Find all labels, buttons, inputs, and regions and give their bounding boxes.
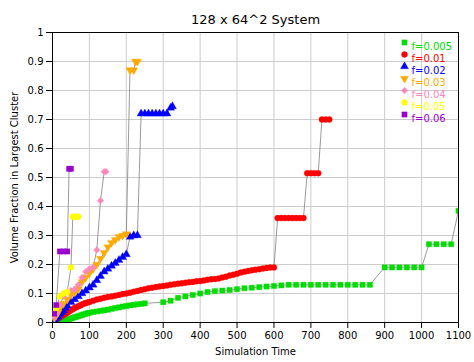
- svg-text:0.5: 0.5: [28, 172, 44, 183]
- svg-text:800: 800: [338, 330, 357, 341]
- svg-text:1: 1: [37, 27, 43, 38]
- svg-text:0.8: 0.8: [28, 85, 44, 96]
- svg-text:500: 500: [227, 330, 246, 341]
- svg-text:1100: 1100: [446, 330, 471, 341]
- svg-text:Volume Fraction in Largest Clu: Volume Fraction in Largest Cluster: [9, 91, 20, 264]
- svg-text:f=0.01: f=0.01: [412, 53, 446, 64]
- svg-text:0.7: 0.7: [28, 114, 44, 125]
- svg-text:f=0.005: f=0.005: [412, 41, 453, 52]
- svg-text:f=0.05: f=0.05: [412, 101, 446, 112]
- svg-text:0.9: 0.9: [28, 56, 44, 67]
- svg-text:200: 200: [117, 330, 136, 341]
- svg-text:300: 300: [154, 330, 173, 341]
- svg-text:f=0.02: f=0.02: [412, 65, 446, 76]
- svg-text:f=0.04: f=0.04: [412, 89, 446, 100]
- svg-text:0.1: 0.1: [28, 288, 44, 299]
- svg-text:0: 0: [37, 317, 43, 328]
- svg-text:700: 700: [301, 330, 320, 341]
- svg-text:0: 0: [49, 330, 55, 341]
- svg-text:f=0.03: f=0.03: [412, 77, 446, 88]
- svg-text:128 x 64^2 System: 128 x 64^2 System: [191, 12, 320, 27]
- svg-text:0.6: 0.6: [28, 143, 44, 154]
- svg-text:0.4: 0.4: [28, 201, 44, 212]
- svg-text:f=0.06: f=0.06: [412, 113, 446, 124]
- svg-text:600: 600: [264, 330, 283, 341]
- svg-text:1000: 1000: [409, 330, 434, 341]
- svg-text:900: 900: [375, 330, 394, 341]
- svg-text:Simulation Time: Simulation Time: [215, 346, 296, 357]
- svg-text:0.3: 0.3: [28, 230, 44, 241]
- svg-text:0.2: 0.2: [28, 259, 44, 270]
- svg-text:100: 100: [80, 330, 99, 341]
- svg-text:400: 400: [191, 330, 210, 341]
